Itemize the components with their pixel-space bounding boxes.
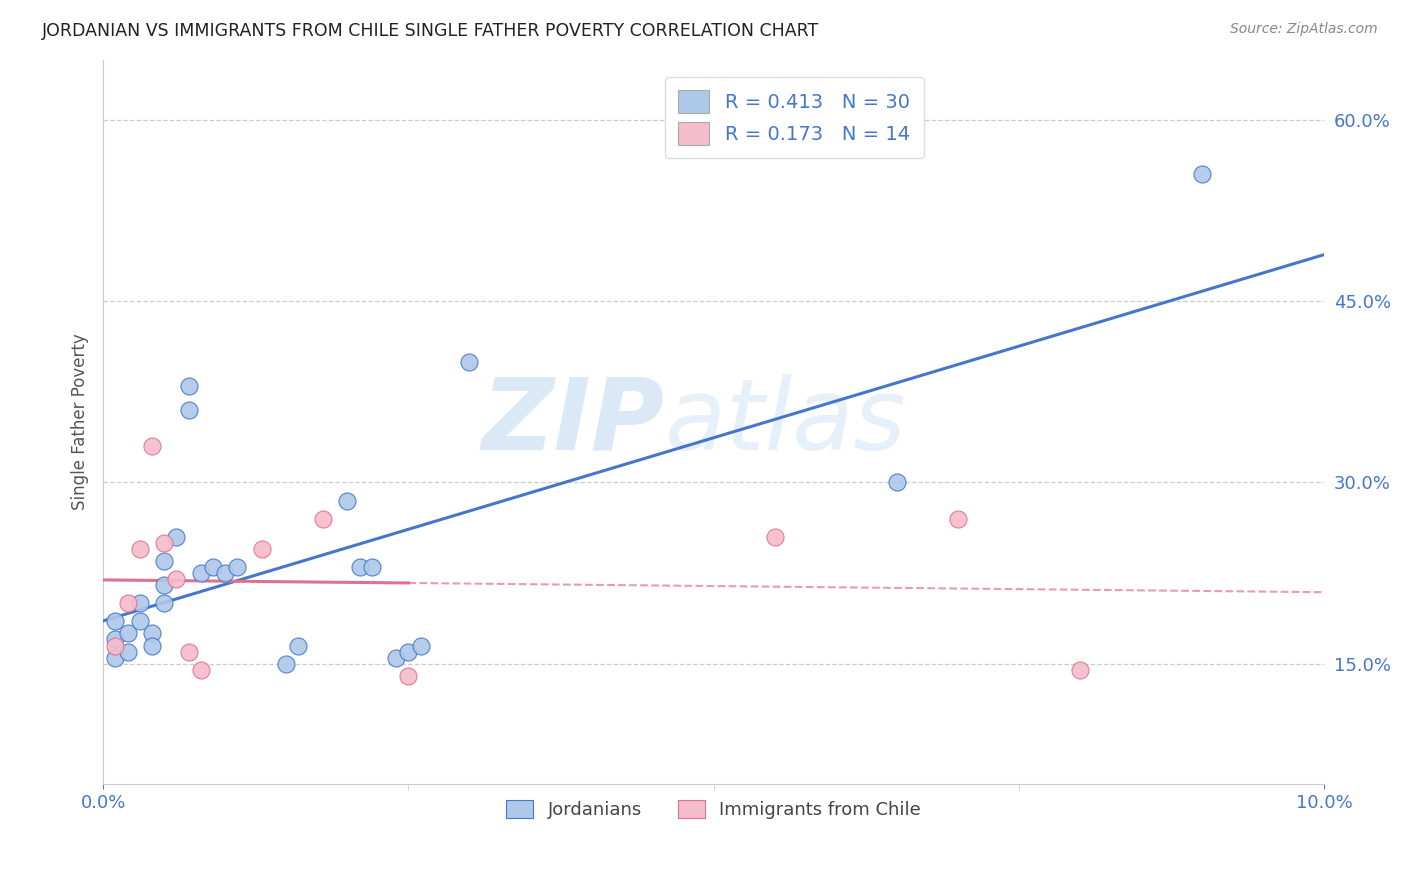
Point — [141, 639, 163, 653]
Point — [409, 639, 432, 653]
Point — [276, 657, 298, 671]
Point — [763, 530, 786, 544]
Point — [190, 663, 212, 677]
Point — [117, 626, 139, 640]
Point — [153, 578, 176, 592]
Point — [396, 644, 419, 658]
Point — [117, 596, 139, 610]
Point — [128, 541, 150, 556]
Point — [104, 650, 127, 665]
Point — [287, 639, 309, 653]
Point — [153, 554, 176, 568]
Point — [104, 632, 127, 647]
Point — [177, 378, 200, 392]
Point — [312, 511, 335, 525]
Text: Source: ZipAtlas.com: Source: ZipAtlas.com — [1230, 22, 1378, 37]
Point — [153, 536, 176, 550]
Text: atlas: atlas — [665, 374, 907, 470]
Point — [360, 560, 382, 574]
Point — [385, 650, 408, 665]
Point — [117, 644, 139, 658]
Point — [250, 541, 273, 556]
Point — [1069, 663, 1091, 677]
Point — [128, 615, 150, 629]
Point — [202, 560, 225, 574]
Y-axis label: Single Father Poverty: Single Father Poverty — [72, 334, 89, 510]
Point — [141, 626, 163, 640]
Point — [141, 439, 163, 453]
Point — [396, 669, 419, 683]
Legend: Jordanians, Immigrants from Chile: Jordanians, Immigrants from Chile — [499, 792, 928, 826]
Text: ZIP: ZIP — [482, 374, 665, 470]
Point — [153, 596, 176, 610]
Point — [1191, 167, 1213, 181]
Point — [349, 560, 371, 574]
Point — [177, 644, 200, 658]
Point — [458, 354, 481, 368]
Point — [336, 493, 359, 508]
Point — [214, 566, 236, 580]
Point — [165, 572, 187, 586]
Point — [165, 530, 187, 544]
Point — [104, 615, 127, 629]
Point — [946, 511, 969, 525]
Text: JORDANIAN VS IMMIGRANTS FROM CHILE SINGLE FATHER POVERTY CORRELATION CHART: JORDANIAN VS IMMIGRANTS FROM CHILE SINGL… — [42, 22, 820, 40]
Point — [128, 596, 150, 610]
Point — [104, 639, 127, 653]
Point — [886, 475, 908, 490]
Point — [226, 560, 249, 574]
Point — [190, 566, 212, 580]
Point — [177, 403, 200, 417]
